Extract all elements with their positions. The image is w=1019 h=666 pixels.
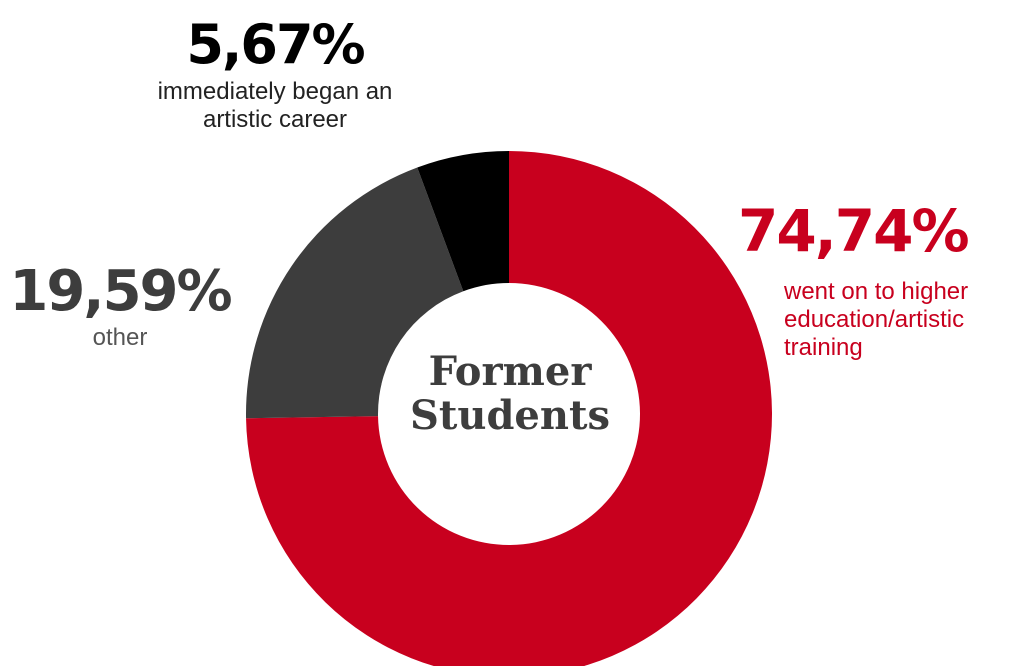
description-line: artistic career bbox=[202, 106, 348, 133]
callout-other: 19,59% other bbox=[0, 264, 240, 352]
callout-artistic-career: 5,67% immediately began an artistic care… bbox=[110, 18, 440, 134]
data-label-other: 19,59% bbox=[9, 259, 232, 324]
description-line: immediately began an bbox=[157, 78, 393, 105]
data-label-artistic-career: 5,67% bbox=[186, 13, 365, 76]
description-line: education/artistic bbox=[784, 306, 965, 333]
callout-higher-education: 74,74% went on to higher education/artis… bbox=[738, 202, 1018, 362]
center-label-line-2: Students bbox=[410, 392, 610, 439]
slice-higher-education bbox=[246, 151, 772, 666]
slice-other bbox=[246, 167, 464, 419]
description-line: training bbox=[784, 334, 863, 361]
slice-description-higher-education: went on to higher education/artistic tra… bbox=[784, 278, 1018, 362]
donut-slices bbox=[246, 151, 772, 666]
data-label-higher-education: 74,74% bbox=[738, 197, 970, 265]
slice-artistic-career bbox=[417, 151, 509, 292]
slice-description-other: other bbox=[0, 324, 240, 352]
description-line: other bbox=[92, 324, 148, 351]
description-line: went on to higher bbox=[784, 278, 969, 305]
center-label-line-1: Former bbox=[428, 348, 592, 395]
slice-description-artistic-career: immediately began an artistic career bbox=[110, 78, 440, 134]
chart-center-label: Former Students bbox=[360, 350, 660, 438]
